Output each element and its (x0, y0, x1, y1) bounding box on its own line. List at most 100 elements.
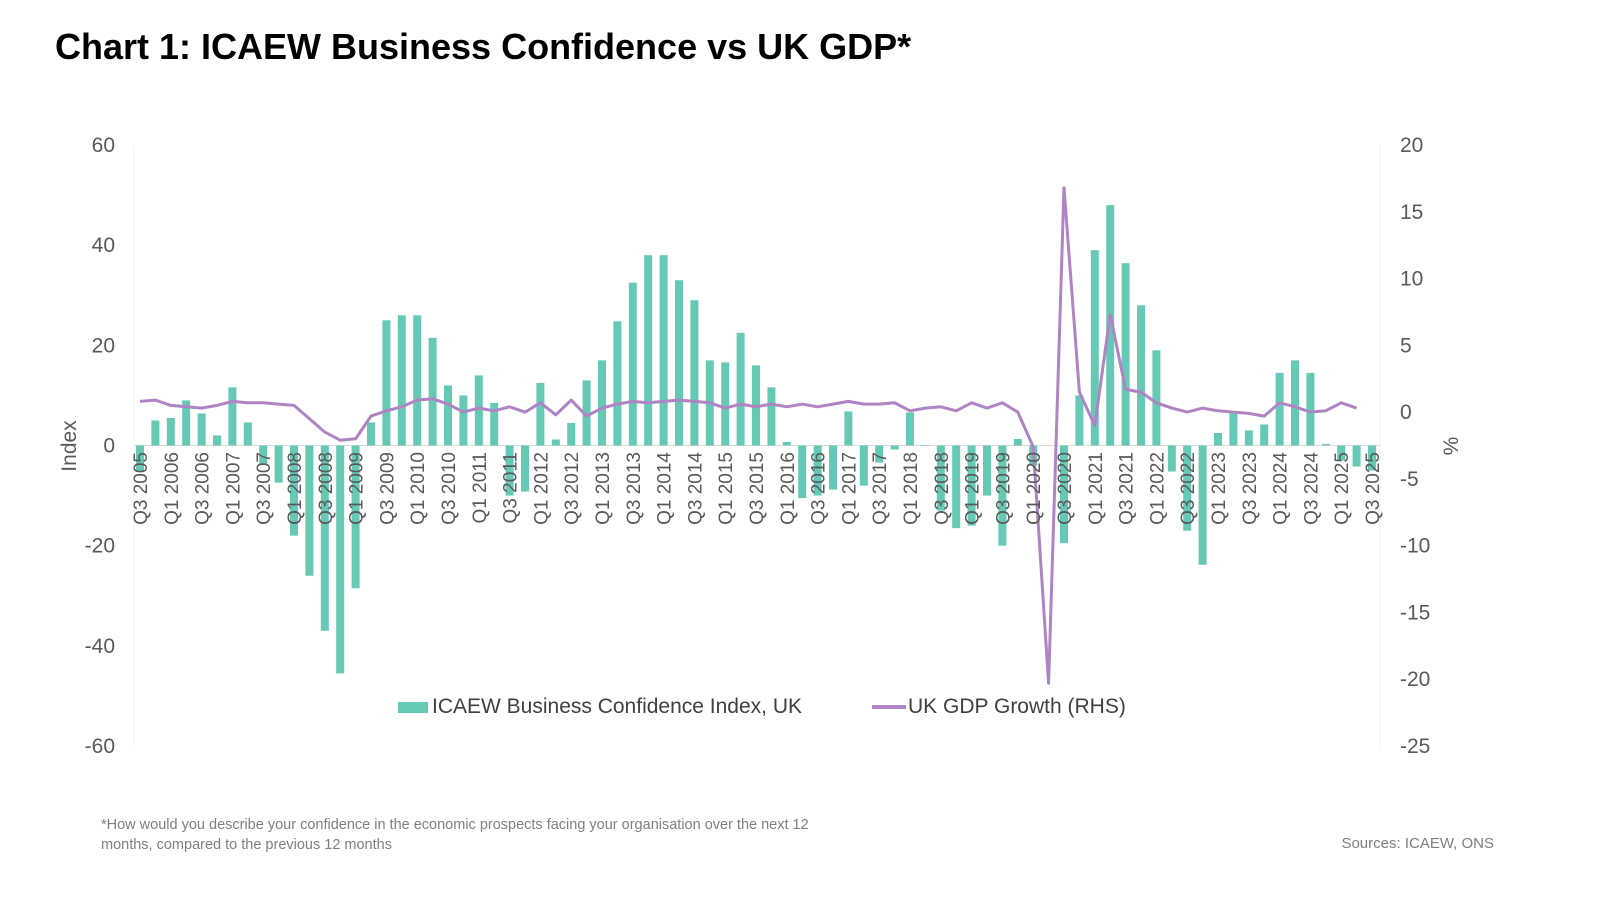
bar (813, 445, 822, 496)
bar (1306, 372, 1315, 446)
bar (906, 412, 914, 446)
bar (736, 332, 745, 446)
legend-swatch-line (872, 705, 907, 709)
y2-tick-label: -5 (1400, 468, 1419, 491)
bar (1368, 445, 1376, 471)
x-tick-label: Q3 2009 (377, 452, 398, 525)
x-tick-label: Q3 2013 (624, 452, 645, 525)
legend-item-confidence: ICAEW Business Confidence Index, UK (398, 695, 802, 719)
bar (505, 445, 514, 496)
x-tick-label: Q3 2020 (1055, 452, 1076, 525)
bar (336, 445, 345, 674)
bar (1244, 430, 1253, 446)
x-tick-label: Q1 2011 (470, 452, 491, 523)
bar (1167, 445, 1176, 472)
bar (367, 422, 375, 446)
x-tick-label: Q1 2017 (839, 452, 860, 525)
x-tick-label: Q1 2014 (655, 452, 676, 525)
line-series (139, 186, 1358, 685)
bar (598, 360, 606, 446)
bar (136, 445, 144, 471)
bar (182, 400, 191, 446)
bar (213, 435, 221, 446)
y2-tick-label: -25 (1400, 735, 1430, 758)
y2-tick-label: 10 (1400, 268, 1423, 291)
bar (582, 380, 591, 446)
x-tick-label: Q3 2015 (747, 452, 768, 525)
y-tick-label: -60 (85, 735, 115, 758)
bar (921, 445, 930, 446)
bar (428, 337, 437, 446)
y-tick-label: 40 (92, 234, 115, 257)
x-tick-label: Q3 2019 (993, 452, 1014, 525)
bar (274, 445, 283, 483)
bar (1090, 250, 1099, 446)
x-tick-label: Q1 2012 (531, 452, 552, 525)
x-tick-labels: Q3 2005 Q1 2006 Q3 2006 Q1 2007 Q3 2007 Q1 20… (131, 452, 1384, 525)
y2-tick-label: 15 (1400, 201, 1423, 224)
chart-title: Chart 1: ICAEW Business Confidence vs UK… (55, 26, 912, 67)
x-tick-label: Q3 2023 (1240, 452, 1261, 525)
bar (444, 385, 452, 446)
y-tick-label: 0 (103, 435, 115, 458)
legend-label-confidence: ICAEW Business Confidence Index, UK (432, 695, 803, 718)
x-tick-label: Q1 2018 (901, 452, 922, 525)
x-tick-label: Q3 2007 (254, 452, 275, 525)
bar (413, 315, 422, 446)
bar (228, 387, 237, 446)
y2-tick-label: 20 (1400, 134, 1423, 157)
x-tick-label: Q3 2018 (932, 452, 953, 525)
x-tick-label: Q3 2011 (501, 452, 522, 523)
bar (1214, 432, 1222, 446)
bar (998, 445, 1007, 546)
y-axis-label: Index (58, 420, 81, 472)
bar (782, 441, 791, 446)
bar (1152, 350, 1161, 446)
bars-series (136, 205, 1376, 674)
y-tick-label: -20 (85, 535, 115, 558)
bar (1137, 305, 1145, 446)
bar (551, 439, 560, 446)
legend-item-gdp: UK GDP Growth (RHS) (872, 695, 1126, 719)
y2-tick-label: -10 (1400, 535, 1430, 558)
bar (197, 413, 206, 446)
x-tick-label: Q3 2005 (131, 452, 152, 525)
bar (536, 382, 545, 446)
y-tick-label: 20 (92, 334, 115, 357)
x-tick-label: Q1 2009 (347, 452, 368, 525)
legend-swatch-bar (398, 701, 428, 713)
x-tick-label: Q3 2022 (1178, 452, 1199, 525)
y2-tick-label: 0 (1400, 401, 1412, 424)
bar (844, 411, 853, 446)
bar (890, 445, 899, 450)
x-tick-label: Q1 2024 (1271, 452, 1292, 525)
bar (859, 445, 868, 486)
bar (1321, 443, 1330, 446)
bar (1337, 445, 1346, 461)
bar (351, 445, 360, 589)
x-tick-label: Q1 2008 (285, 452, 306, 525)
bar (1260, 424, 1269, 446)
gdp-line (139, 186, 1358, 685)
bar (952, 445, 961, 529)
bar (151, 420, 160, 446)
bar (875, 445, 884, 463)
y2-axis-label: % (1440, 437, 1463, 456)
bar (1183, 445, 1192, 531)
x-tick-label: Q3 2006 (193, 452, 214, 525)
bar (1198, 445, 1207, 565)
bar (1121, 263, 1130, 446)
x-tick-label: Q3 2016 (809, 452, 830, 525)
legend: ICAEW Business Confidence Index, UK UK G… (398, 695, 1126, 719)
bar (936, 445, 945, 511)
bar (1075, 395, 1084, 446)
bar (397, 315, 406, 446)
x-tick-label: Q1 2019 (963, 452, 984, 525)
x-tick-label: Q3 2021 (1117, 452, 1138, 525)
x-tick-label: Q1 2023 (1209, 452, 1230, 525)
bar (1229, 413, 1238, 446)
bar (628, 282, 637, 446)
bar (721, 362, 730, 446)
bar (305, 445, 314, 576)
